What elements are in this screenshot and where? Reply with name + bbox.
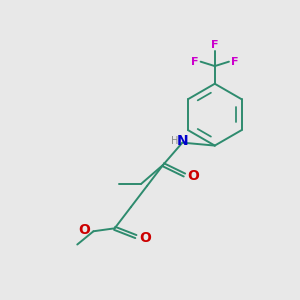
Text: O: O	[79, 223, 91, 237]
Text: H: H	[171, 136, 178, 146]
Text: F: F	[231, 57, 239, 67]
Text: O: O	[139, 231, 151, 245]
Text: F: F	[191, 57, 198, 67]
Text: O: O	[188, 169, 199, 184]
Text: F: F	[211, 40, 218, 50]
Text: N: N	[177, 134, 189, 148]
